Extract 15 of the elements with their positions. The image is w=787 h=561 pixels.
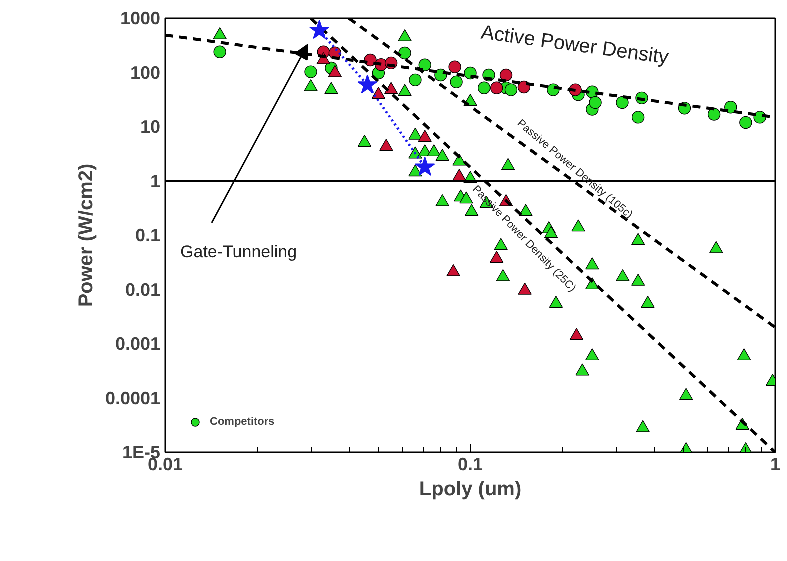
y-tick-label: 1 [150,171,161,192]
x-tick-label: 1 [770,454,781,474]
y-axis-title: Power (W/cm2) [75,164,98,308]
annotation: Active Power Density [480,22,670,69]
y-tick-label: 0.1 [135,226,161,246]
annotation: Gate-Tunneling [180,242,298,262]
y-tick-label: 0.0001 [105,388,161,408]
x-tick-label: 0.1 [458,454,484,474]
y-tick-label: 0.01 [125,280,161,300]
y-tick-label: 0.001 [115,334,161,354]
legend-label: Competitors [210,416,275,428]
y-tick-label: 100 [130,62,161,83]
y-tick-label: 10 [140,117,161,137]
y-tick-label: 1000 [120,8,161,28]
x-axis-title: Lpoly (um) [419,478,522,500]
